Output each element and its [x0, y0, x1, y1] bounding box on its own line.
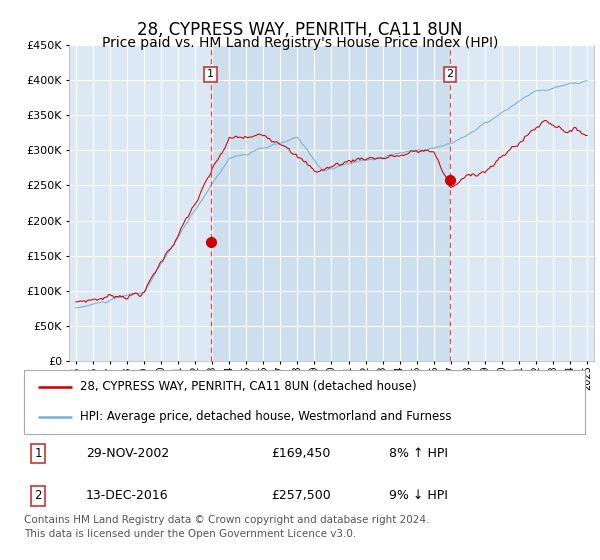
Text: 13-DEC-2016: 13-DEC-2016	[86, 489, 169, 502]
Text: 9% ↓ HPI: 9% ↓ HPI	[389, 489, 448, 502]
Text: 29-NOV-2002: 29-NOV-2002	[86, 447, 169, 460]
Text: HPI: Average price, detached house, Westmorland and Furness: HPI: Average price, detached house, West…	[80, 410, 452, 423]
FancyBboxPatch shape	[24, 370, 585, 434]
Text: £169,450: £169,450	[271, 447, 330, 460]
Text: Price paid vs. HM Land Registry's House Price Index (HPI): Price paid vs. HM Land Registry's House …	[102, 36, 498, 50]
Bar	[211, 45, 450, 361]
Text: 2: 2	[446, 69, 454, 80]
Text: 1: 1	[34, 447, 42, 460]
Text: 2: 2	[34, 489, 42, 502]
Text: Contains HM Land Registry data © Crown copyright and database right 2024.
This d: Contains HM Land Registry data © Crown c…	[24, 515, 430, 539]
Text: £257,500: £257,500	[271, 489, 331, 502]
Text: 1: 1	[207, 69, 214, 80]
Text: 28, CYPRESS WAY, PENRITH, CA11 8UN (detached house): 28, CYPRESS WAY, PENRITH, CA11 8UN (deta…	[80, 380, 417, 394]
Text: 8% ↑ HPI: 8% ↑ HPI	[389, 447, 448, 460]
Text: 28, CYPRESS WAY, PENRITH, CA11 8UN: 28, CYPRESS WAY, PENRITH, CA11 8UN	[137, 21, 463, 39]
